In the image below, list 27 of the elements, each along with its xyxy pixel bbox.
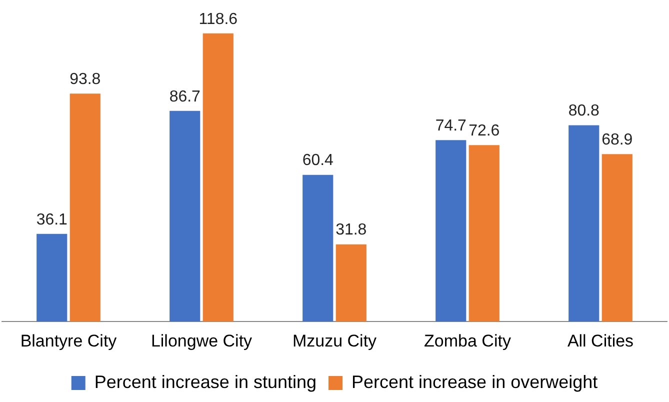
x-tick-label: Blantyre City: [20, 331, 118, 350]
bar: [170, 110, 200, 322]
bar: [436, 140, 466, 322]
bar: [202, 33, 234, 322]
data-label: 80.8: [568, 102, 600, 120]
x-tick-label: Mzuzu City: [292, 331, 378, 350]
data-label: 93.8: [70, 71, 101, 88]
legend-label: Percent increase in stunting: [94, 372, 317, 392]
x-tick-label: Lilongwe City: [150, 331, 253, 350]
bar: [468, 145, 500, 322]
data-label: 86.7: [169, 88, 201, 106]
x-tick-label: Zomba City: [424, 331, 512, 350]
bar: [70, 94, 100, 322]
legend-label: Percent increase in overweight: [352, 372, 598, 392]
bar: [568, 125, 600, 322]
bar: [336, 244, 366, 322]
data-label: 60.4: [302, 152, 334, 170]
data-label: 36.1: [36, 211, 68, 228]
bar: [602, 154, 632, 322]
bar: [302, 174, 334, 322]
data-label: 68.9: [602, 132, 633, 149]
data-label: 31.8: [336, 222, 367, 239]
data-label: 118.6: [198, 10, 238, 28]
x-tick-label: All Cities: [567, 331, 634, 350]
data-label: 72.6: [468, 122, 500, 140]
bar: [36, 234, 68, 322]
data-label: 74.7: [435, 117, 467, 134]
